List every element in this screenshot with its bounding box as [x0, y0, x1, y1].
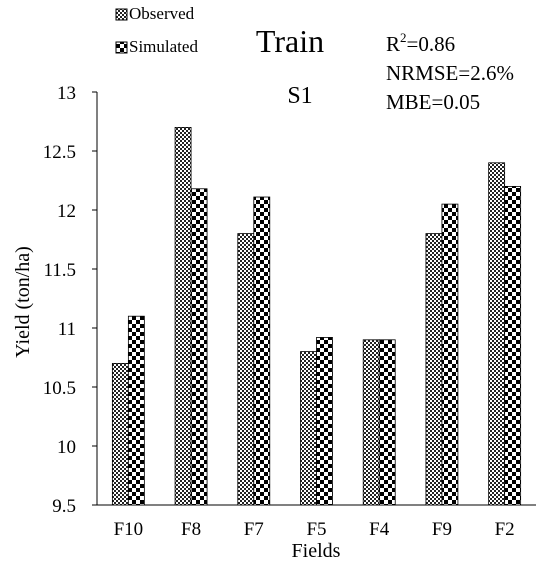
bar-observed	[300, 351, 317, 506]
y-tick-label: 12	[57, 201, 76, 222]
x-tick-label: F5	[306, 519, 326, 540]
bar-simulated	[190, 188, 208, 506]
y-tick-label: 12.5	[43, 142, 76, 163]
y-tick-label: 10.5	[43, 378, 76, 399]
bar-simulated	[504, 185, 522, 506]
stat-r2-label: R	[386, 32, 400, 56]
bar-observed	[362, 339, 380, 506]
y-tick-label: 13	[57, 83, 76, 104]
y-tick-label: 11	[58, 319, 76, 340]
bar-observed	[111, 362, 129, 506]
x-axis-ticks: F10 F8 F7 F5 F4 F9 F2	[114, 519, 515, 540]
chart-title: Train	[256, 23, 324, 59]
legend-swatch-observed	[115, 8, 128, 21]
bar-observed	[174, 127, 192, 506]
legend-label-observed: Observed	[129, 4, 195, 23]
x-tick-label: F8	[181, 519, 201, 540]
bars	[111, 127, 522, 506]
stat-mbe: MBE=0.05	[386, 90, 480, 114]
legend-label-simulated: Simulated	[129, 37, 198, 56]
stat-r2-sup: 2	[400, 30, 407, 45]
bar-simulated	[127, 315, 145, 506]
stats-annotation: R2=0.86 NRMSE=2.6% MBE=0.05	[386, 30, 514, 114]
x-axis-label: Fields	[292, 540, 341, 562]
y-tick-label: 10	[57, 437, 76, 458]
y-axis-label: Yield (ton/ha)	[12, 246, 34, 358]
y-tick-label: 9.5	[52, 496, 76, 517]
chart-subtitle: S1	[287, 83, 312, 109]
bar-simulated	[316, 337, 333, 506]
bar-observed	[237, 233, 255, 506]
bar-observed	[425, 233, 443, 506]
x-tick-label: F2	[495, 519, 515, 540]
stat-r2-value: =0.86	[407, 32, 456, 56]
x-tick-label: F7	[244, 519, 264, 540]
legend-swatch-simulated	[115, 41, 128, 54]
legend: Observed Simulated	[115, 4, 198, 56]
bar-observed	[488, 162, 506, 506]
x-tick-label: F4	[369, 519, 390, 540]
x-tick-label: F10	[114, 519, 144, 540]
stat-r2: R2=0.86	[386, 30, 455, 56]
y-axis-ticks: 9.5 10 10.5 11 11.5 12 12.5 13	[43, 83, 97, 517]
stat-nrmse: NRMSE=2.6%	[386, 61, 514, 85]
bar-simulated	[253, 196, 271, 506]
bar-simulated	[441, 203, 459, 506]
y-tick-label: 11.5	[43, 260, 76, 281]
x-tick-label: F9	[432, 519, 452, 540]
bar-simulated	[378, 339, 396, 506]
